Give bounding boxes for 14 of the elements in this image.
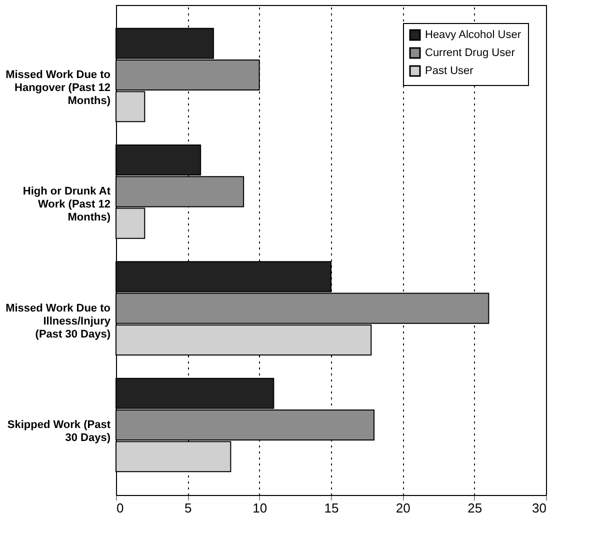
legend-label: Past User — [425, 65, 474, 77]
y-tick-label: Skipped Work (Past 30 Days) — [7, 419, 111, 444]
legend-label: Heavy Alcohol User — [425, 29, 522, 41]
x-tick-label: 0 — [116, 500, 124, 516]
x-tick-label: 15 — [324, 500, 339, 516]
x-tick-label: 30 — [532, 500, 546, 516]
x-tick-label: 5 — [184, 500, 192, 516]
y-tick-label: High or Drunk At Work (Past 12 Months) — [22, 186, 111, 224]
y-tick-label: Missed Work Due to Illness/Injury (Past 30 Days) — [6, 302, 112, 340]
x-tick-label: 10 — [252, 500, 268, 516]
x-tick-label: 25 — [468, 500, 482, 516]
y-tick-label: Missed Work Due to Hangover (Past 12 Months) — [6, 69, 111, 107]
legend-label: Current Drug User — [425, 47, 516, 59]
x-tick-label: 20 — [396, 500, 410, 516]
